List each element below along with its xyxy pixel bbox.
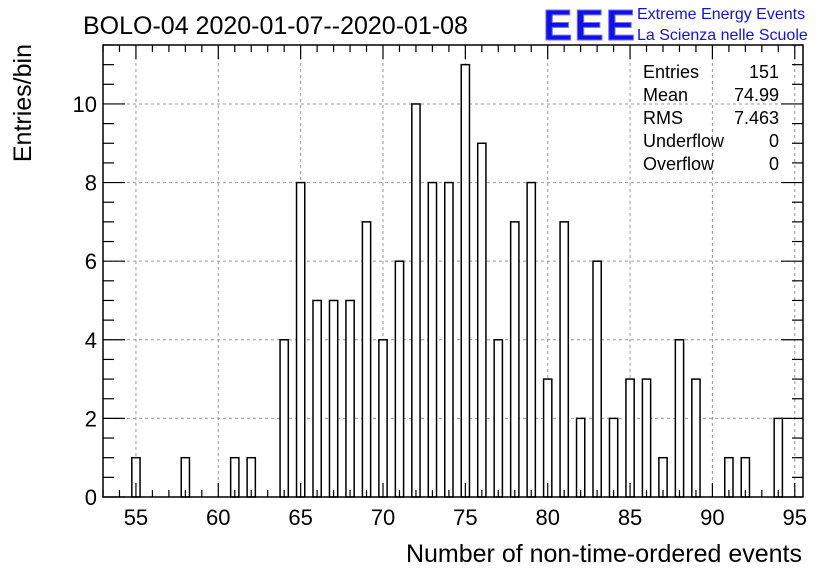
histogram-bar: [625, 378, 635, 498]
histogram-bars: [131, 63, 784, 498]
y-axis-label: Entries/bin: [9, 44, 37, 162]
histogram-bar: [295, 181, 306, 498]
stat-label-rms: RMS: [643, 108, 683, 128]
histogram-bar: [592, 260, 602, 498]
histogram-bar: [559, 221, 570, 498]
stat-value-overflow: 0: [769, 154, 779, 174]
histogram-bar: [493, 339, 504, 498]
x-tick-label: 65: [288, 505, 312, 530]
plot-frame: [102, 44, 804, 498]
histogram-bar: [312, 299, 322, 498]
logo-mark: EEE: [543, 1, 637, 50]
stat-label-overflow: Overflow: [643, 154, 715, 174]
histogram-bar: [542, 378, 553, 498]
x-tick-label: 60: [206, 505, 230, 530]
y-tick-label: 10: [73, 92, 97, 117]
histogram-bar: [773, 417, 784, 498]
logo-line-2: La Scienza nelle Scuole: [637, 27, 808, 44]
histogram-bar: [361, 221, 372, 498]
y-tick-label: 0: [85, 485, 97, 510]
histogram-bar: [641, 378, 652, 498]
histogram-bar: [279, 339, 290, 498]
histogram-bar: [674, 339, 685, 498]
histogram-bar: [460, 63, 471, 498]
stats-box: Entries 151 Mean 74.99 RMS 7.463 Underfl…: [643, 62, 779, 174]
histogram-bar: [575, 417, 586, 498]
histogram-bar: [509, 221, 520, 498]
eee-logo: EEE Extreme Energy Events La Scienza nel…: [543, 1, 808, 51]
stat-value-underflow: 0: [769, 131, 779, 151]
logo-line-1: Extreme Energy Events: [637, 6, 805, 23]
x-tick-label: 70: [371, 505, 395, 530]
stat-value-mean: 74.99: [734, 85, 779, 105]
histogram-bar: [394, 260, 405, 498]
axis-ticks: [102, 44, 803, 498]
stat-value-rms: 7.463: [734, 108, 779, 128]
histogram-bar: [345, 299, 355, 498]
histogram-bar: [378, 339, 388, 498]
x-tick-label: 90: [700, 505, 724, 530]
histogram-bar: [328, 299, 339, 498]
histogram-bar: [411, 103, 421, 498]
x-tick-labels: 55 60 65 70 75 80 85 90 95: [124, 505, 807, 530]
y-tick-label: 8: [85, 171, 97, 196]
chart-title: BOLO-04 2020-01-07--2020-01-08: [83, 12, 468, 40]
x-tick-label: 55: [124, 505, 148, 530]
stat-label-mean: Mean: [643, 85, 688, 105]
histogram-bar: [476, 142, 487, 498]
x-tick-label: 85: [618, 505, 642, 530]
histogram-bar: [526, 181, 537, 498]
y-tick-labels: 0 2 4 6 8 10: [73, 92, 97, 510]
stat-label-entries: Entries: [643, 62, 699, 82]
x-tick-label: 75: [453, 505, 477, 530]
x-tick-label: 80: [535, 505, 559, 530]
x-axis-label: Number of non-time-ordered events: [406, 540, 802, 568]
y-tick-label: 4: [85, 328, 97, 353]
x-tick-label: 95: [783, 505, 807, 530]
y-tick-label: 2: [85, 406, 97, 431]
stat-value-entries: 151: [749, 62, 779, 82]
y-tick-label: 6: [85, 249, 97, 274]
histogram-bar: [444, 181, 454, 498]
histogram-bar: [427, 181, 438, 498]
histogram-bar: [608, 417, 619, 498]
stat-label-underflow: Underflow: [643, 131, 725, 151]
histogram-bar: [691, 378, 701, 498]
